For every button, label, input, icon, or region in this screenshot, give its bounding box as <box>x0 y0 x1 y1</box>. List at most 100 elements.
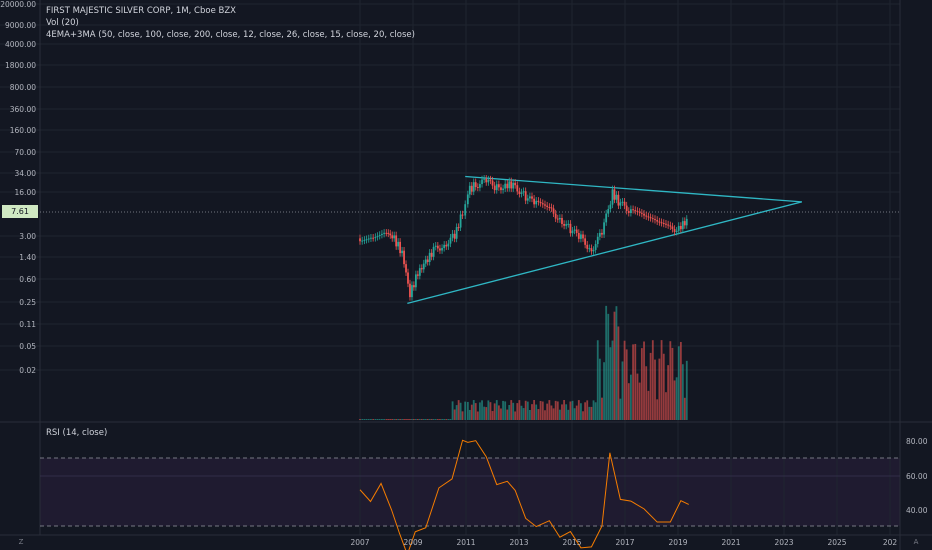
candle-body <box>409 283 411 298</box>
candle-body <box>681 221 684 230</box>
volume-bar <box>615 306 618 420</box>
symbol-title: FIRST MAJESTIC SILVER CORP, 1M, Cboe BZX <box>46 6 236 16</box>
time-axis-label: 2009 <box>403 538 422 547</box>
time-axis-label: 2017 <box>615 538 634 547</box>
volume-bar <box>617 326 620 420</box>
candle-body <box>629 209 632 214</box>
candle-body <box>662 222 665 224</box>
volume-bar <box>636 373 639 420</box>
candle-body <box>436 245 439 249</box>
volume-bar <box>495 400 498 420</box>
candle-body <box>677 225 680 231</box>
candle-body <box>514 182 517 186</box>
volume-bar <box>660 340 663 420</box>
candle-body <box>376 236 379 238</box>
price-axis-label: 1800.00 <box>5 61 36 70</box>
candle-body <box>546 205 549 207</box>
candle-body <box>476 187 479 189</box>
volume-bar <box>359 419 361 420</box>
volume-bar <box>654 359 656 420</box>
volume-bar <box>504 401 507 420</box>
volume-bar <box>502 400 504 420</box>
candle-body <box>582 234 584 239</box>
candle-body <box>441 248 443 251</box>
candle-body <box>656 220 659 222</box>
price-axis-label: 360.00 <box>10 105 36 114</box>
lower-trendline <box>407 201 803 305</box>
volume-bar <box>420 419 423 420</box>
volume-bar <box>643 341 645 420</box>
volume-bar <box>510 400 513 420</box>
volume-bar <box>441 419 443 420</box>
volume-bar <box>677 346 680 420</box>
volume-bar <box>671 347 674 420</box>
volume-bar <box>455 405 458 420</box>
volume-bar <box>483 406 486 420</box>
volume-bar <box>544 410 546 420</box>
candle-body <box>424 259 427 264</box>
candle-body <box>434 245 437 247</box>
candle-body <box>577 232 580 239</box>
candle-body <box>607 209 610 214</box>
volume-bar <box>623 340 626 420</box>
volume-bar <box>395 419 398 420</box>
candle-body <box>535 200 538 205</box>
candle-body <box>679 225 682 230</box>
candle-body <box>528 196 531 199</box>
volume-bar <box>656 399 659 420</box>
candle-body <box>594 244 597 250</box>
candle-body <box>518 191 521 194</box>
candle-body <box>649 217 652 219</box>
candle-body <box>397 241 400 247</box>
volume-bar <box>601 397 603 420</box>
volume-bar <box>619 398 622 420</box>
volume-bar <box>658 358 661 420</box>
volume-bar <box>537 409 540 420</box>
time-axis-label: 2025 <box>827 538 846 547</box>
volume-bar <box>447 419 450 420</box>
candle-body <box>418 268 421 276</box>
time-axis-label: 2019 <box>668 538 687 547</box>
volume-bar <box>457 400 460 420</box>
candle-body <box>640 212 643 214</box>
volume-bar <box>491 411 494 420</box>
volume-bar <box>372 419 375 420</box>
volume-bar <box>685 360 688 420</box>
candle-body <box>563 223 565 226</box>
price-axis-label: 4000.00 <box>5 40 36 49</box>
volume-bar <box>459 402 462 420</box>
candle-body <box>598 232 601 237</box>
volume-bar <box>621 361 624 420</box>
volume-bar <box>588 406 591 420</box>
volume-bar <box>387 419 390 420</box>
candle-body <box>457 227 460 229</box>
candle-body <box>426 259 429 263</box>
candle-body <box>573 229 576 231</box>
candle-body <box>544 204 546 206</box>
volume-bar <box>453 409 456 420</box>
candle-body <box>500 187 502 191</box>
volume-indicator-label: Vol (20) <box>46 18 79 28</box>
candle-body <box>619 202 622 206</box>
candle-body <box>613 189 616 200</box>
candle-body <box>675 230 678 232</box>
volume-bar <box>443 419 446 420</box>
candle-body <box>413 285 415 288</box>
candle-body <box>647 216 650 218</box>
candle-body <box>403 250 405 265</box>
volume-bar <box>516 403 519 420</box>
auto-scale-button[interactable]: A <box>913 538 919 546</box>
candle-body <box>420 268 423 270</box>
volume-bar <box>613 311 616 420</box>
volume-bar <box>464 401 467 420</box>
price-axis-label: 0.05 <box>19 342 36 351</box>
volume-bar <box>632 344 634 420</box>
candle-body <box>516 185 519 192</box>
candle-body <box>571 230 574 234</box>
tradingview-logo-icon[interactable]: Z <box>18 538 24 546</box>
volume-bar <box>422 419 425 420</box>
candle-body <box>445 244 448 247</box>
candle-body <box>569 223 572 234</box>
candle-body <box>432 246 435 257</box>
